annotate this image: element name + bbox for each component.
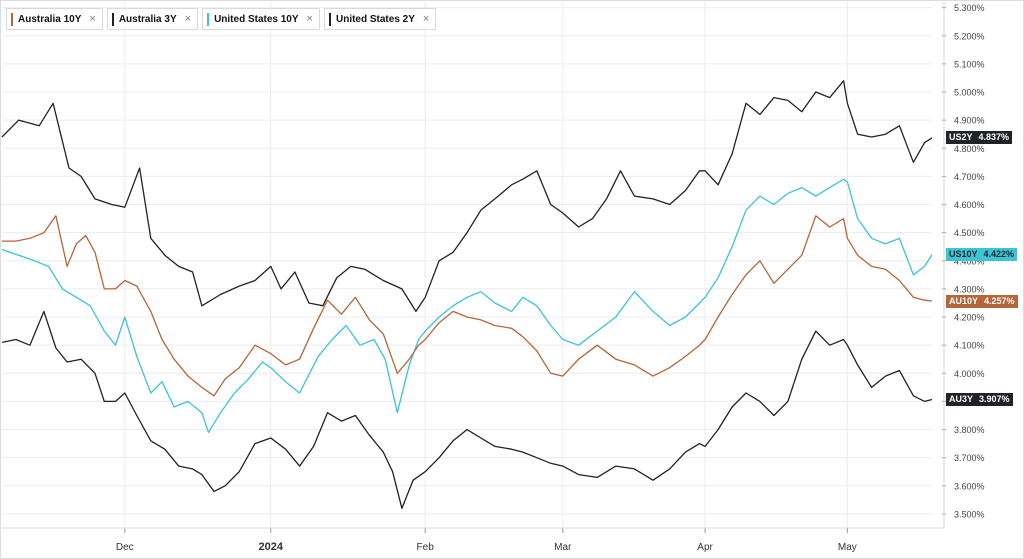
close-icon[interactable]: × (422, 13, 430, 25)
series-color-swatch (111, 12, 114, 26)
x-tick-label: Mar (554, 542, 572, 553)
legend-chip-united-states-10y[interactable]: United States 10Y × (202, 8, 320, 30)
y-tick-label: 4.100% (954, 341, 985, 351)
close-icon[interactable]: × (184, 13, 192, 25)
y-tick-label: 5.300% (954, 3, 985, 13)
last-value-tag: US10Y 4.422% (946, 248, 1018, 262)
legend-chip-australia-10y[interactable]: Australia 10Y × (6, 8, 103, 30)
x-tick-label: Dec (116, 542, 134, 553)
y-tick-label: 4.000% (954, 369, 985, 379)
legend-chip-australia-3y[interactable]: Australia 3Y × (106, 8, 199, 30)
y-tick-label: 4.900% (954, 116, 985, 126)
tag-value: 4.257% (984, 295, 1015, 306)
tag-value: 4.422% (983, 249, 1015, 260)
y-tick-label: 3.600% (954, 481, 985, 491)
y-tick-label: 4.200% (954, 313, 985, 323)
x-tick-label: 2024 (259, 541, 284, 553)
y-tick-label: 5.200% (954, 31, 985, 41)
series-line-australia-10y (2, 215, 933, 397)
close-icon[interactable]: × (89, 13, 96, 25)
tag-symbol: US2Y (949, 132, 973, 143)
tag-symbol: US10Y (949, 249, 978, 260)
y-tick-label: 3.700% (954, 453, 985, 463)
series-color-swatch (11, 12, 13, 26)
tag-symbol: AU10Y (949, 295, 979, 306)
x-tick-label: Apr (697, 542, 713, 553)
tag-value: 3.907% (979, 393, 1010, 404)
y-tick-label: 5.000% (954, 88, 985, 98)
legend-label: United States 2Y (335, 13, 415, 25)
y-tick-label: 4.500% (954, 228, 985, 238)
legend-chip-united-states-2y[interactable]: United States 2Y × (323, 8, 437, 30)
series-color-swatch (207, 12, 210, 26)
x-tick-label: Feb (417, 542, 435, 553)
y-tick-label: 4.600% (954, 200, 985, 210)
legend-label: Australia 10Y (18, 13, 82, 25)
y-tick-label: 4.800% (954, 144, 985, 154)
legend-label: United States 10Y (214, 13, 299, 25)
y-tick-label: 4.400% (954, 256, 985, 266)
tag-value: 4.837% (978, 132, 1010, 143)
last-value-tag: AU10Y 4.257% (946, 294, 1018, 308)
y-tick-label: 4.300% (954, 284, 985, 294)
y-tick-label: 4.700% (954, 172, 985, 182)
last-value-tag: US2Y 4.837% (946, 131, 1013, 145)
series-line-united-states-2y (1, 80, 933, 313)
legend: Australia 10Y × Australia 3Y × United St… (6, 8, 437, 30)
y-tick-label: 3.800% (954, 425, 985, 435)
legend-label: Australia 3Y (118, 13, 177, 25)
close-icon[interactable]: × (306, 13, 313, 25)
x-tick-label: May (838, 542, 857, 553)
last-value-tag: AU3Y 3.907% (946, 392, 1013, 406)
series-color-swatch (328, 12, 331, 26)
y-tick-label: 3.500% (954, 509, 985, 519)
series-line-australia-3y (1, 310, 933, 509)
y-tick-label: 5.100% (954, 59, 985, 69)
series-line-united-states-10y (1, 178, 933, 434)
tag-symbol: AU3Y (949, 393, 974, 404)
